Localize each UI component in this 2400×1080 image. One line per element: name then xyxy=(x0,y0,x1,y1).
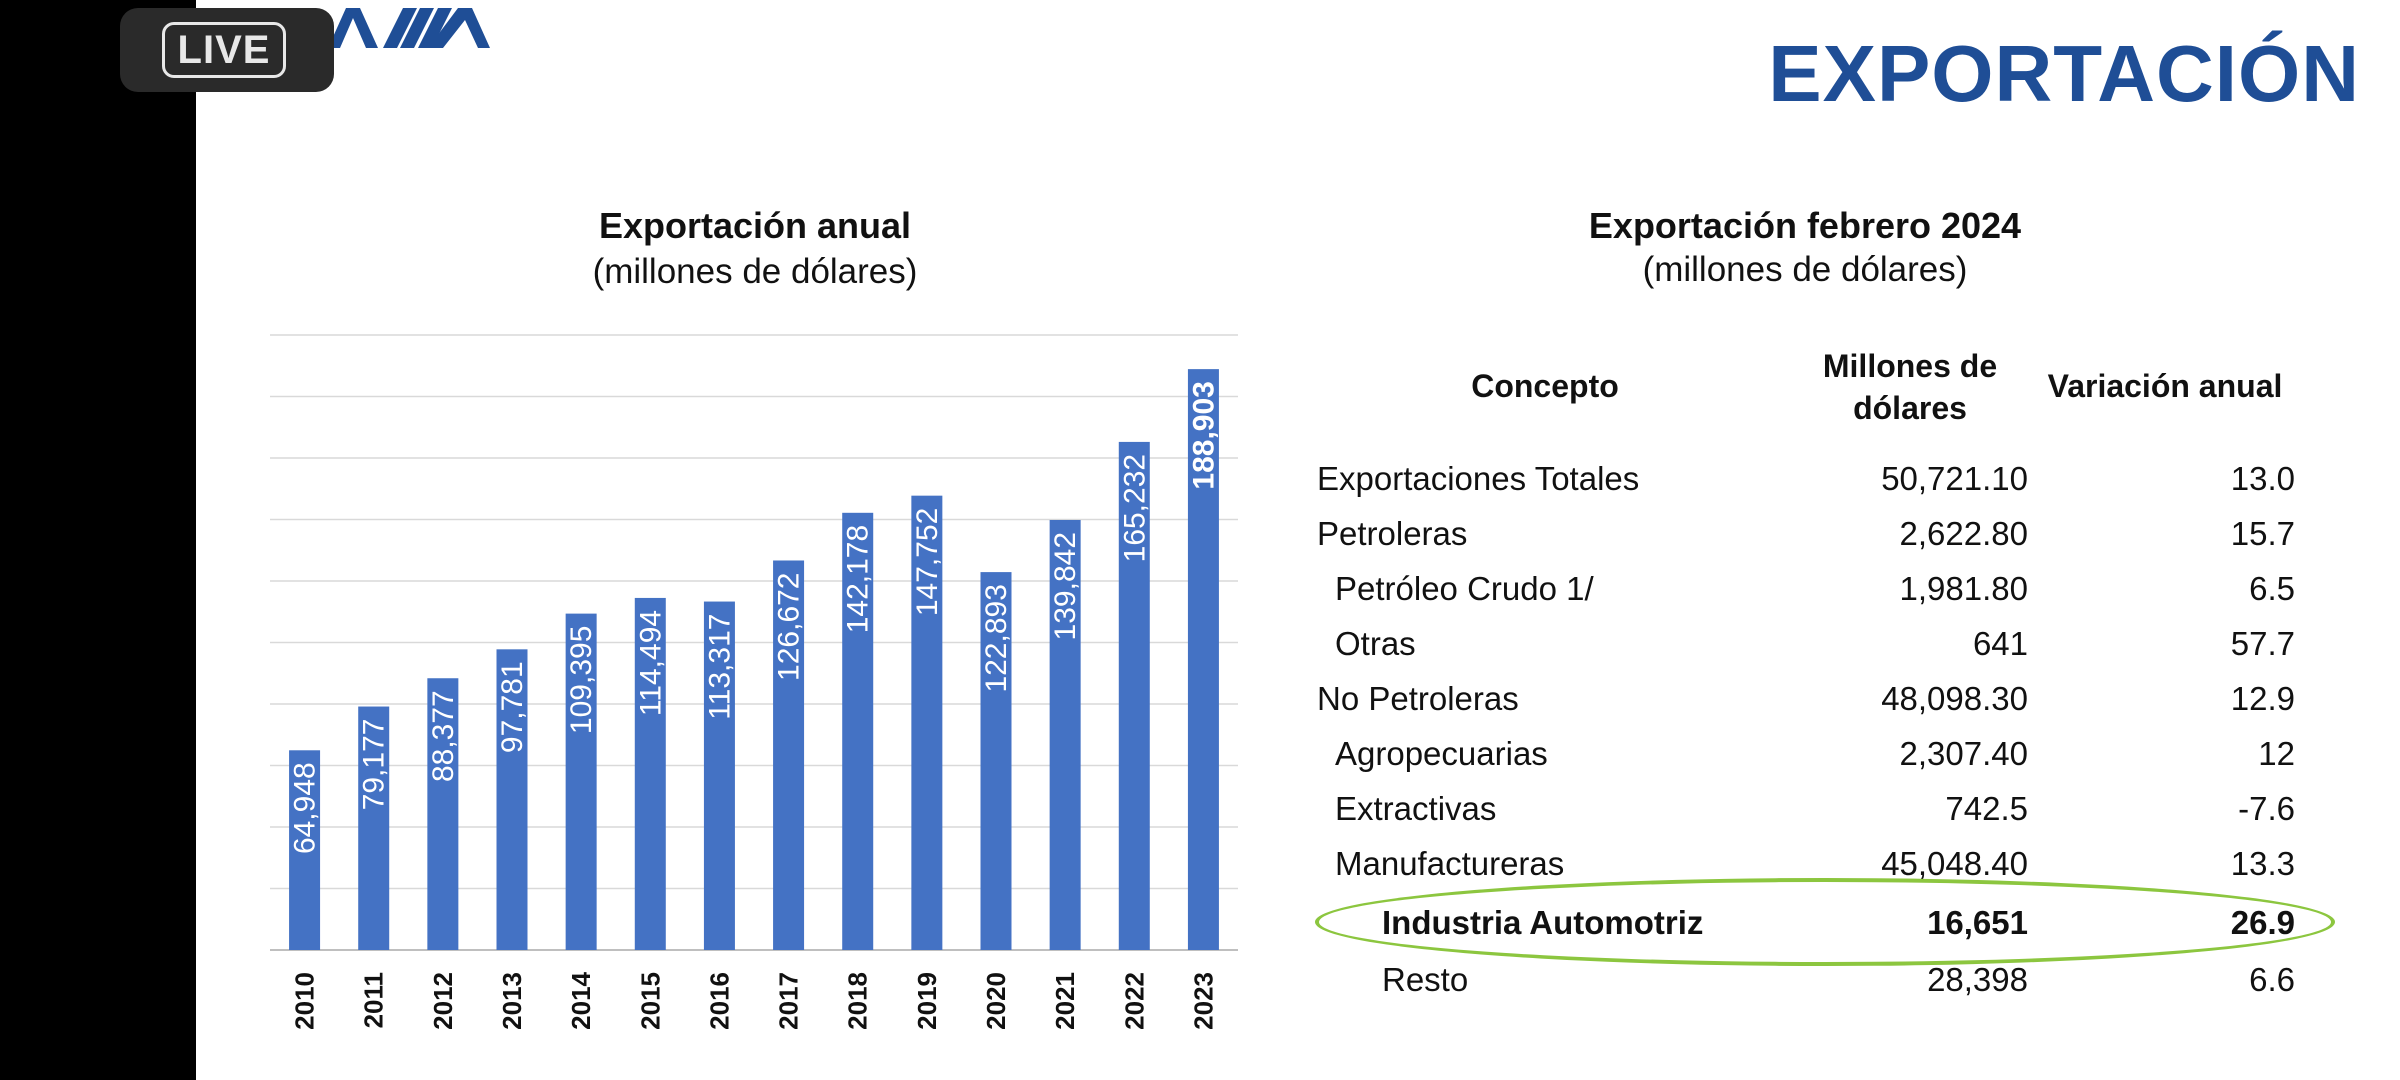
bar-2019 xyxy=(911,495,943,950)
x-tick-label: 2010 xyxy=(290,972,320,1030)
bar-2012 xyxy=(427,678,459,950)
header-concept: Concepto xyxy=(1471,368,1619,404)
header-value-line1: Millones de xyxy=(1822,348,1998,384)
row-variation: -7.6 xyxy=(2238,790,2295,827)
table-row: Otras 641 57.7 xyxy=(0,617,2400,672)
bar-value-label: 114,494 xyxy=(634,610,667,716)
row-variation: 57.7 xyxy=(2230,625,2295,662)
table-row: No Petroleras 48,098.30 12.9 xyxy=(0,672,2400,727)
table-subtitle: (millones de dólares) xyxy=(1642,250,1968,289)
row-variation: 6.5 xyxy=(2249,570,2295,607)
row-value: 50,721.10 xyxy=(1881,460,2028,497)
row-concept: Otras xyxy=(1335,625,1416,662)
row-variation: 12.9 xyxy=(2230,680,2295,717)
x-tick-label: 2017 xyxy=(774,972,804,1030)
page-title: EXPORTACIÓN xyxy=(1768,29,2360,118)
chart-title: Exportación anual xyxy=(598,205,912,246)
table-row: Manufactureras 45,048.40 13.3 xyxy=(0,837,2400,892)
row-concept: Petróleo Crudo 1/ xyxy=(1335,570,1594,607)
row-value: 2,622.80 xyxy=(1899,515,2028,552)
row-value: 45,048.40 xyxy=(1881,845,2028,882)
row-value: 2,307.40 xyxy=(1899,735,2028,772)
bar-2020 xyxy=(980,572,1012,950)
x-tick-label: 2013 xyxy=(497,972,527,1030)
x-tick-label: 2011 xyxy=(359,972,389,1028)
row-concept: Exportaciones Totales xyxy=(1317,460,1640,497)
header-variation: Variación anual xyxy=(2047,368,2283,404)
bar-value-label: 165,232 xyxy=(1118,454,1151,562)
bar-value-label: 142,178 xyxy=(842,525,875,633)
row-value: 742.5 xyxy=(1945,790,2028,827)
table-row: Petroleras 2,622.80 15.7 xyxy=(0,507,2400,562)
row-value: 1,981.80 xyxy=(1899,570,2028,607)
bar-2010 xyxy=(289,750,321,950)
table-row: Petróleo Crudo 1/ 1,981.80 6.5 xyxy=(0,562,2400,617)
bar-2023 xyxy=(1187,369,1219,950)
chart-subtitle: (millones de dólares) xyxy=(592,252,918,291)
row-variation: 13.3 xyxy=(2230,845,2295,882)
row-variation: 12 xyxy=(2258,735,2295,772)
live-label: LIVE xyxy=(162,22,286,78)
x-tick-label: 2016 xyxy=(704,972,734,1030)
bar-value-label: 122,893 xyxy=(980,584,1013,692)
bar-2016 xyxy=(703,601,735,950)
bar-2017 xyxy=(773,560,805,950)
x-tick-label: 2012 xyxy=(428,972,458,1030)
x-tick-label: 2014 xyxy=(566,971,596,1029)
bar-value-label: 139,842 xyxy=(1049,532,1082,640)
table-row: Exportaciones Totales 50,721.10 13.0 xyxy=(0,452,2400,507)
live-badge: LIVE xyxy=(120,8,334,92)
x-tick-label: 2019 xyxy=(912,972,942,1030)
table-row: Resto 28,398 6.6 xyxy=(0,953,2400,1008)
x-tick-label: 2022 xyxy=(1119,972,1149,1030)
bar-2011 xyxy=(358,706,390,950)
row-value: 28,398 xyxy=(1927,961,2028,998)
bar-value-label: 113,317 xyxy=(703,614,736,720)
bar-value-label: 64,948 xyxy=(289,762,322,854)
table-title: Exportación febrero 2024 xyxy=(1588,205,2022,246)
header-value-line2: dólares xyxy=(1853,390,1967,426)
row-concept: Extractivas xyxy=(1335,790,1497,827)
highlight-oval xyxy=(1315,878,2335,966)
bar-value-label: 147,752 xyxy=(911,508,944,616)
bar-value-label: 126,672 xyxy=(773,572,806,680)
bar-value-label: 109,395 xyxy=(565,626,598,734)
bar-2015 xyxy=(634,597,666,950)
bar-value-label: 188,903 xyxy=(1187,381,1220,489)
bar-value-label: 97,781 xyxy=(496,661,529,753)
bar-2021 xyxy=(1049,519,1081,950)
row-value: 641 xyxy=(1972,625,2028,662)
x-tick-label: 2015 xyxy=(635,972,665,1030)
x-tick-label: 2023 xyxy=(1188,972,1218,1030)
x-tick-label: 2021 xyxy=(1050,972,1080,1030)
row-concept: Agropecuarias xyxy=(1335,735,1548,772)
row-variation: 6.6 xyxy=(2249,961,2295,998)
row-value: 48,098.30 xyxy=(1881,680,2028,717)
table-row: Agropecuarias 2,307.40 12 xyxy=(0,727,2400,782)
bar-value-label: 88,377 xyxy=(427,690,460,782)
bar-value-label: 79,177 xyxy=(358,719,391,811)
row-concept: Petroleras xyxy=(1317,515,1468,552)
bar-2014 xyxy=(565,613,597,950)
bar-2013 xyxy=(496,649,528,950)
row-variation: 15.7 xyxy=(2230,515,2295,552)
row-concept: Resto xyxy=(1382,961,1469,998)
amia-logo xyxy=(328,8,490,48)
table-row: Extractivas 742.5 -7.6 xyxy=(0,782,2400,837)
bar-2018 xyxy=(842,512,874,950)
row-concept: Manufactureras xyxy=(1335,845,1565,882)
row-concept: No Petroleras xyxy=(1317,680,1519,717)
bar-2022 xyxy=(1118,441,1150,950)
x-tick-label: 2020 xyxy=(981,972,1011,1030)
annual-export-chart: 64,948 2010 79,177 2011 88,377 2012 97,781 2013… xyxy=(270,334,1238,1030)
x-tick-label: 2018 xyxy=(843,972,873,1030)
row-variation: 13.0 xyxy=(2230,460,2295,497)
